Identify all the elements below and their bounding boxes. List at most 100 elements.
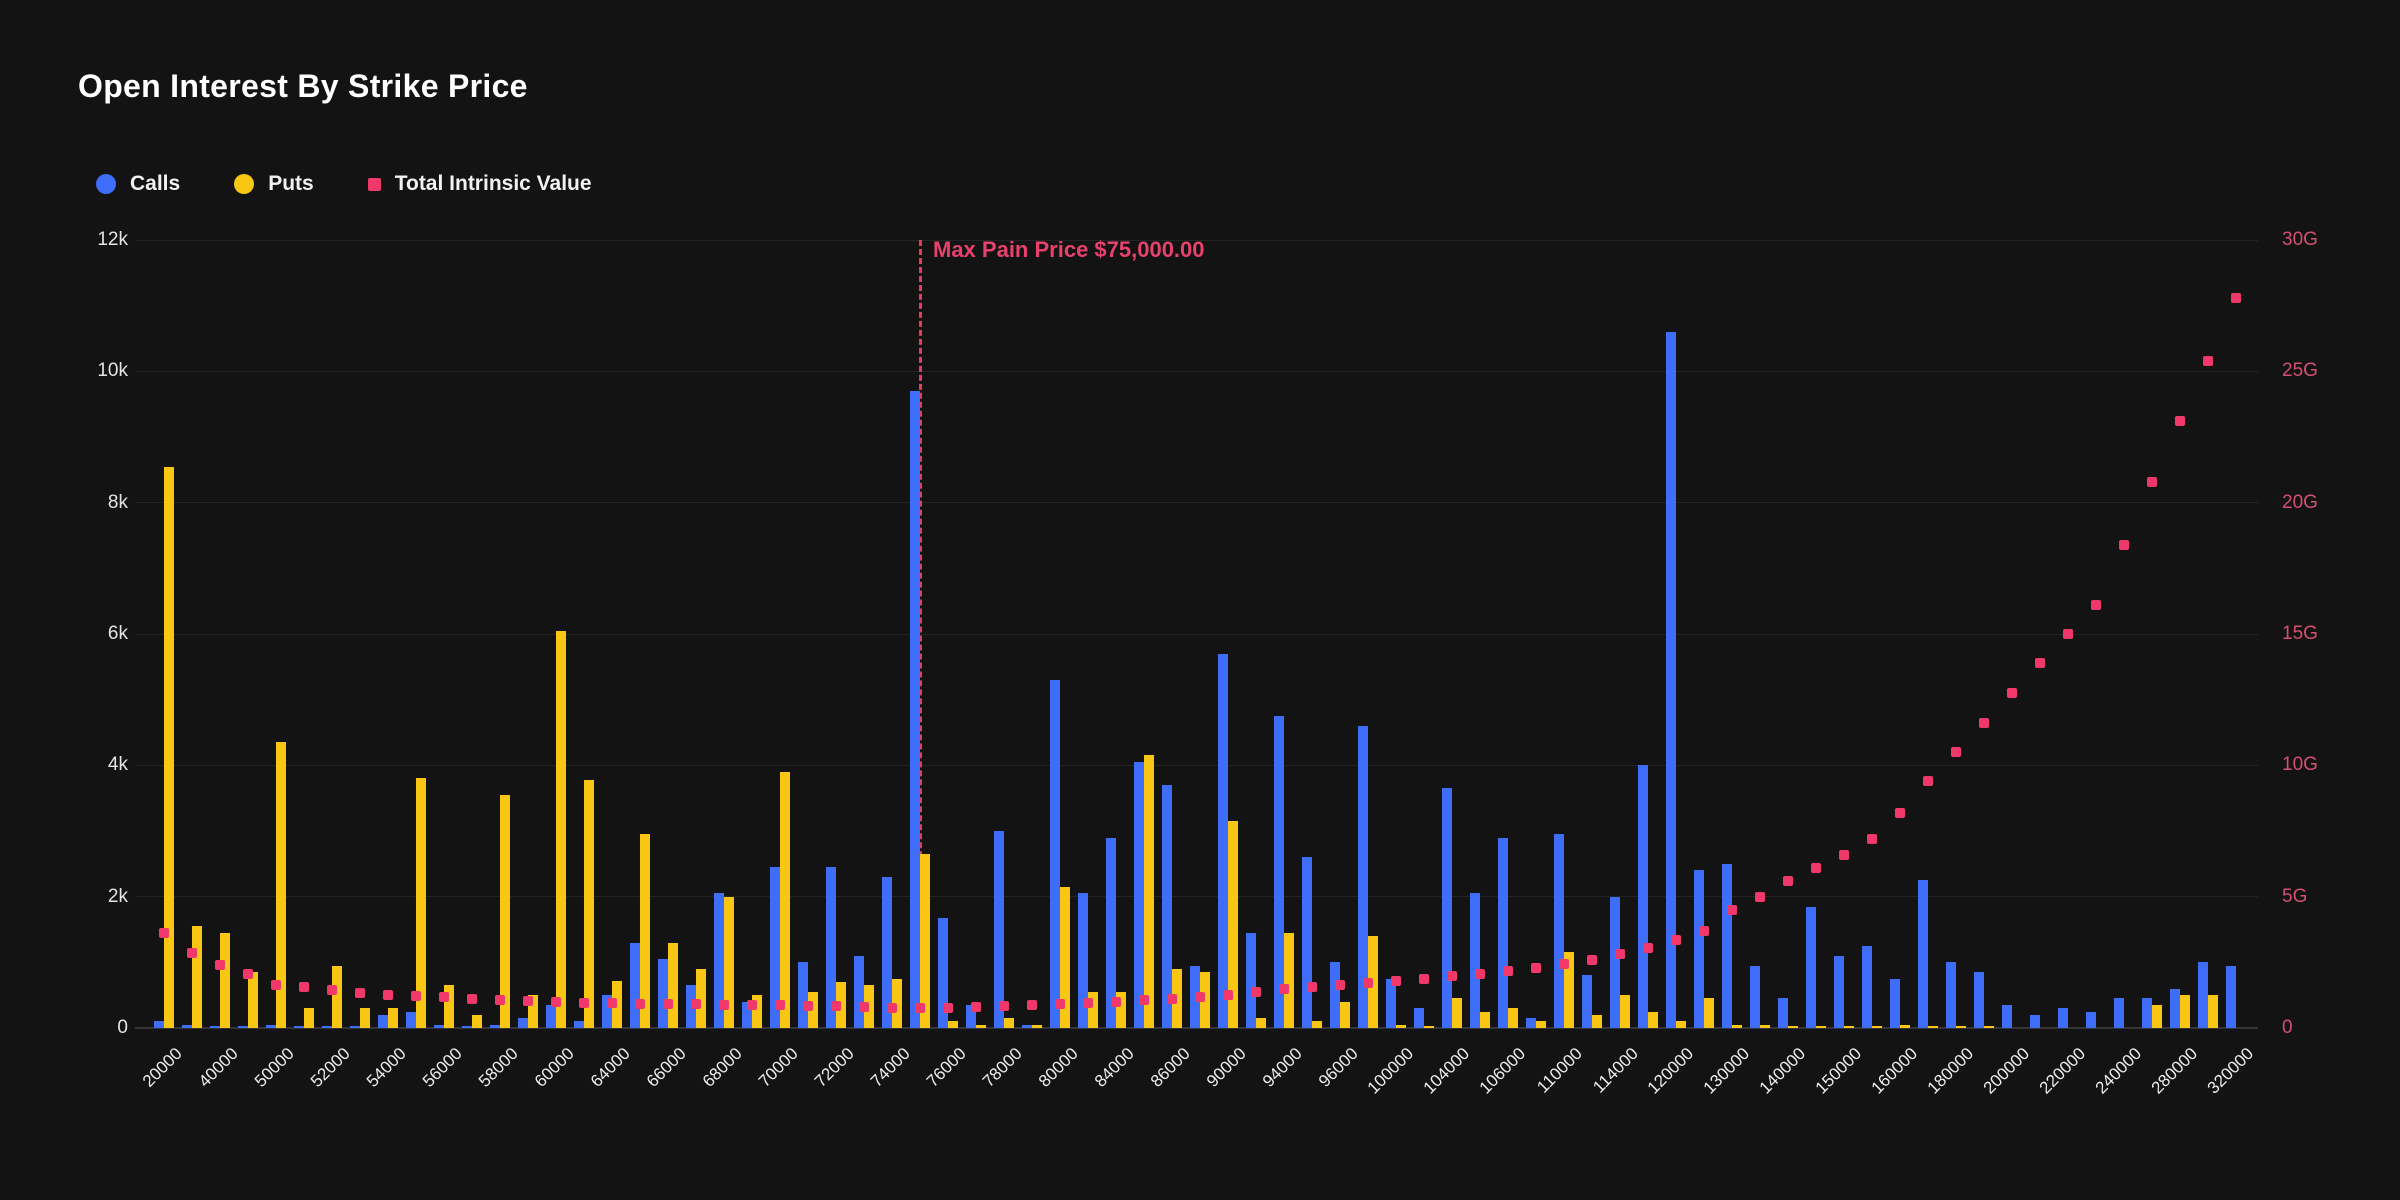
calls-bar[interactable]	[2114, 998, 2124, 1028]
calls-bar[interactable]	[854, 955, 864, 1028]
puts-bar[interactable]	[1816, 1026, 1826, 1028]
puts-bar[interactable]	[360, 1008, 370, 1028]
puts-bar[interactable]	[2180, 995, 2190, 1028]
calls-bar[interactable]	[238, 1026, 248, 1028]
puts-bar[interactable]	[752, 995, 762, 1028]
calls-bar[interactable]	[378, 1014, 388, 1028]
intrinsic-dot[interactable]	[411, 990, 421, 1001]
intrinsic-dot[interactable]	[159, 928, 169, 939]
puts-bar[interactable]	[1844, 1026, 1854, 1028]
puts-bar[interactable]	[948, 1021, 958, 1028]
calls-bar[interactable]	[1666, 331, 1676, 1028]
puts-bar[interactable]	[388, 1008, 398, 1028]
puts-bar[interactable]	[1536, 1021, 1546, 1028]
intrinsic-dot[interactable]	[1055, 999, 1065, 1010]
intrinsic-dot[interactable]	[1083, 998, 1093, 1009]
puts-bar[interactable]	[1312, 1021, 1322, 1028]
puts-bar[interactable]	[1004, 1018, 1014, 1028]
calls-bar[interactable]	[966, 1005, 976, 1028]
intrinsic-dot[interactable]	[1475, 968, 1485, 979]
intrinsic-dot[interactable]	[1223, 989, 1233, 1000]
calls-bar[interactable]	[1106, 837, 1116, 1028]
intrinsic-dot[interactable]	[1979, 718, 1989, 729]
puts-bar[interactable]	[1060, 886, 1070, 1028]
puts-bar[interactable]	[1592, 1014, 1602, 1028]
calls-bar[interactable]	[490, 1024, 500, 1028]
intrinsic-dot[interactable]	[1727, 904, 1737, 915]
calls-bar[interactable]	[546, 1005, 556, 1028]
calls-bar[interactable]	[1386, 978, 1396, 1028]
puts-bar[interactable]	[864, 985, 874, 1028]
intrinsic-dot[interactable]	[1671, 935, 1681, 945]
intrinsic-dot[interactable]	[439, 992, 449, 1003]
puts-bar[interactable]	[1172, 968, 1182, 1028]
intrinsic-dot[interactable]	[271, 980, 281, 991]
intrinsic-dot[interactable]	[1531, 962, 1541, 973]
puts-bar[interactable]	[304, 1008, 314, 1028]
calls-bar[interactable]	[518, 1018, 528, 1028]
puts-bar[interactable]	[1760, 1024, 1770, 1028]
intrinsic-dot[interactable]	[1951, 747, 1961, 758]
calls-bar[interactable]	[658, 959, 668, 1028]
intrinsic-dot[interactable]	[1447, 971, 1457, 982]
calls-bar[interactable]	[1022, 1024, 1032, 1028]
puts-bar[interactable]	[220, 932, 230, 1028]
calls-bar[interactable]	[2142, 998, 2152, 1028]
intrinsic-dot[interactable]	[1755, 891, 1765, 902]
calls-bar[interactable]	[1778, 998, 1788, 1028]
puts-bar[interactable]	[640, 834, 650, 1028]
puts-bar[interactable]	[1956, 1026, 1966, 1028]
puts-bar[interactable]	[1368, 936, 1378, 1028]
calls-bar[interactable]	[406, 1011, 416, 1028]
intrinsic-dot[interactable]	[1195, 992, 1205, 1002]
intrinsic-dot[interactable]	[1811, 862, 1821, 873]
puts-bar[interactable]	[724, 896, 734, 1028]
calls-bar[interactable]	[1610, 896, 1620, 1028]
intrinsic-dot[interactable]	[383, 989, 393, 1000]
calls-bar[interactable]	[2170, 988, 2180, 1028]
intrinsic-dot[interactable]	[1391, 976, 1401, 987]
intrinsic-dot[interactable]	[719, 999, 729, 1010]
legend-item-calls[interactable]: Calls	[96, 172, 180, 196]
intrinsic-dot[interactable]	[803, 1000, 813, 1011]
intrinsic-dot[interactable]	[187, 948, 197, 959]
intrinsic-dot[interactable]	[467, 994, 477, 1005]
intrinsic-dot[interactable]	[2091, 600, 2101, 611]
intrinsic-dot[interactable]	[1335, 980, 1345, 991]
puts-bar[interactable]	[192, 926, 202, 1028]
calls-bar[interactable]	[1442, 788, 1452, 1028]
calls-bar[interactable]	[1554, 834, 1564, 1028]
puts-bar[interactable]	[1788, 1026, 1798, 1028]
calls-bar[interactable]	[574, 1021, 584, 1028]
calls-bar[interactable]	[1470, 893, 1480, 1028]
calls-bar[interactable]	[1274, 716, 1284, 1028]
puts-bar[interactable]	[612, 980, 622, 1028]
calls-bar[interactable]	[1582, 975, 1592, 1028]
intrinsic-dot[interactable]	[2035, 657, 2045, 668]
puts-bar[interactable]	[164, 466, 174, 1028]
intrinsic-dot[interactable]	[2175, 416, 2185, 427]
calls-bar[interactable]	[1050, 679, 1060, 1028]
intrinsic-dot[interactable]	[2063, 629, 2073, 639]
intrinsic-dot[interactable]	[355, 987, 365, 998]
puts-bar[interactable]	[920, 853, 930, 1028]
calls-bar[interactable]	[1330, 962, 1340, 1028]
calls-bar[interactable]	[1918, 880, 1928, 1028]
calls-bar[interactable]	[2002, 1005, 2012, 1028]
puts-bar[interactable]	[1116, 991, 1126, 1028]
calls-bar[interactable]	[1162, 785, 1172, 1028]
calls-bar[interactable]	[1834, 955, 1844, 1028]
puts-bar[interactable]	[1200, 972, 1210, 1028]
calls-bar[interactable]	[630, 942, 640, 1028]
puts-bar[interactable]	[1900, 1024, 1910, 1028]
intrinsic-dot[interactable]	[1643, 942, 1653, 953]
calls-bar[interactable]	[1358, 725, 1368, 1028]
intrinsic-dot[interactable]	[1307, 982, 1317, 993]
puts-bar[interactable]	[1928, 1026, 1938, 1028]
intrinsic-dot[interactable]	[691, 999, 701, 1010]
calls-bar[interactable]	[210, 1026, 220, 1028]
intrinsic-dot[interactable]	[971, 1001, 981, 1012]
puts-bar[interactable]	[1396, 1024, 1406, 1028]
calls-bar[interactable]	[1974, 972, 1984, 1028]
intrinsic-dot[interactable]	[887, 1002, 897, 1013]
